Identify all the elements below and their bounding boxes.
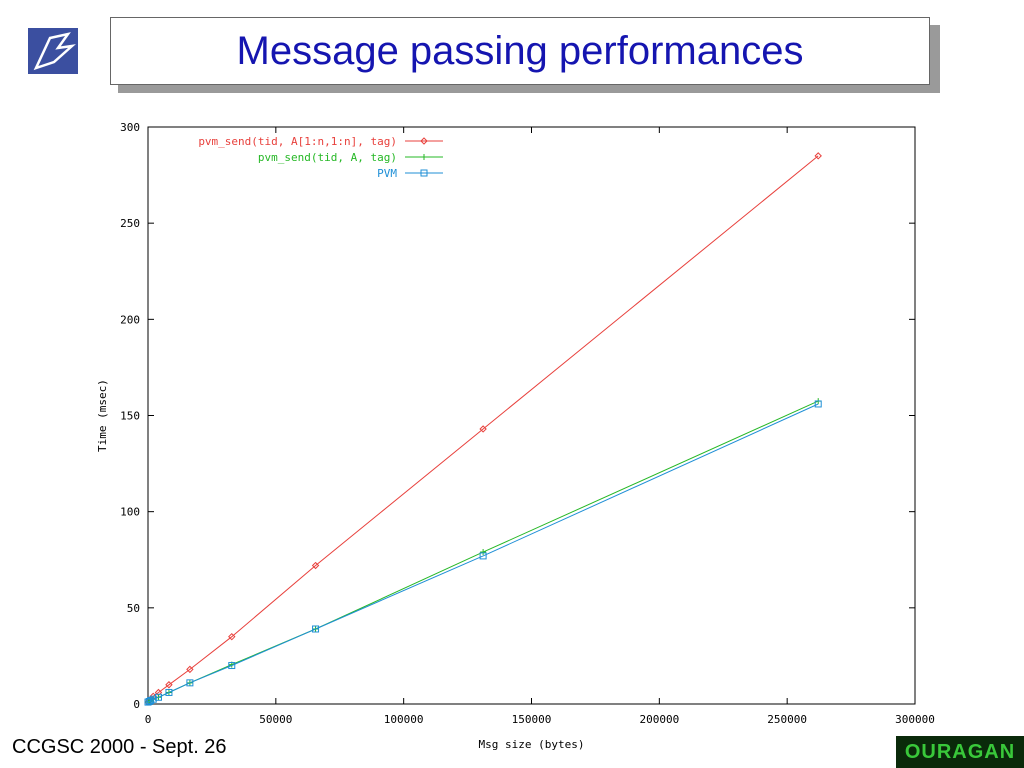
data-point [149, 695, 157, 703]
legend-label: pvm_send(tid, A[1:n,1:n], tag) [198, 135, 397, 148]
data-point [814, 152, 822, 160]
data-point [480, 549, 487, 556]
x-axis-label: Msg size (bytes) [479, 738, 585, 751]
data-point [145, 697, 153, 705]
y-tick-label: 150 [120, 410, 140, 423]
y-tick-label: 50 [127, 602, 140, 615]
series-0 [144, 152, 822, 706]
y-tick-label: 200 [120, 313, 140, 326]
y-tick-label: 0 [133, 698, 140, 711]
legend: pvm_send(tid, A[1:n,1:n], tag) pvm_send(t… [198, 135, 443, 180]
x-tick-label: 50000 [259, 713, 292, 726]
data-point [228, 662, 236, 670]
x-tick-label: 300000 [895, 713, 935, 726]
data-point [420, 169, 428, 177]
y-axis-label: Time (msec) [96, 379, 109, 452]
data-point [814, 400, 822, 408]
y-tick-label: 100 [120, 506, 140, 519]
footer-logo: OURAGAN [896, 736, 1024, 768]
data-point [154, 693, 162, 701]
series-line [147, 155, 819, 703]
data-point [311, 561, 320, 570]
data-point [420, 137, 428, 145]
x-tick-label: 0 [145, 713, 152, 726]
y-tick-label: 250 [120, 217, 140, 230]
x-tick-label: 250000 [767, 713, 807, 726]
y-tick-label: 300 [120, 121, 140, 134]
bird-logo-icon [33, 32, 76, 71]
data-point [312, 625, 320, 633]
footer-text: CCGSC 2000 - Sept. 26 [12, 736, 227, 758]
x-tick-label: 100000 [384, 713, 424, 726]
data-point [228, 632, 236, 641]
series-layer [144, 152, 822, 706]
axes-layer: 0 50000 100000 150000 200000 250000 300000 0 50 1… [120, 121, 935, 726]
x-tick-label: 200000 [639, 713, 679, 726]
data-point [479, 425, 487, 433]
legend-label: pvm_send(tid, A, tag) [258, 151, 397, 164]
plot-frame [147, 126, 916, 705]
page-title: Message passing performances [236, 28, 804, 73]
legend-label: PVM [377, 167, 397, 180]
data-point [421, 154, 427, 160]
data-point [186, 679, 194, 687]
title-box: Message passing performances [110, 17, 930, 85]
data-point [165, 688, 173, 696]
data-point [186, 665, 194, 674]
series-2 [144, 400, 822, 706]
inria-logo [28, 28, 78, 74]
data-point [479, 552, 487, 560]
data-point [165, 681, 173, 689]
x-tick-label: 150000 [512, 713, 552, 726]
